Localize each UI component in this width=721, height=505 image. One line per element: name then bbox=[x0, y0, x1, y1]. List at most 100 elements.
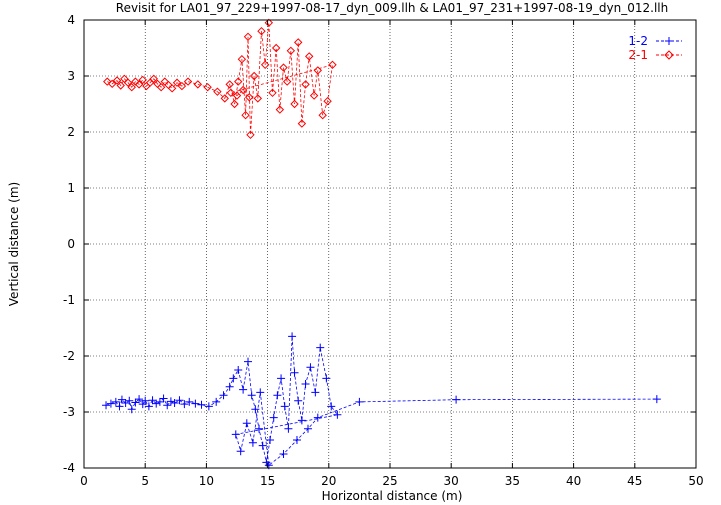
data-point bbox=[241, 110, 250, 120]
data-point bbox=[116, 81, 125, 90]
data-point bbox=[322, 374, 331, 383]
data-point bbox=[127, 82, 136, 92]
data-point bbox=[328, 60, 337, 70]
x-tick-label: 45 bbox=[627, 474, 642, 488]
data-point bbox=[301, 380, 310, 388]
series-line-1-2 bbox=[105, 336, 657, 466]
series-2-1 bbox=[103, 18, 337, 140]
data-point bbox=[316, 343, 325, 352]
data-point bbox=[117, 395, 126, 404]
data-point bbox=[294, 396, 303, 405]
data-point bbox=[141, 396, 150, 405]
y-tick-label: 4 bbox=[67, 13, 75, 27]
x-tick-label: 5 bbox=[141, 474, 149, 488]
data-point bbox=[318, 110, 327, 120]
data-point bbox=[225, 80, 234, 89]
data-point bbox=[279, 63, 288, 72]
data-point bbox=[277, 374, 286, 383]
legend-label-1-2: 1-2 bbox=[628, 34, 648, 48]
x-tick-label: 20 bbox=[321, 474, 336, 488]
data-point bbox=[144, 402, 153, 411]
y-tick-label: 2 bbox=[67, 125, 75, 139]
data-point bbox=[280, 402, 289, 411]
data-point bbox=[149, 74, 158, 84]
data-point bbox=[232, 91, 242, 100]
data-point bbox=[355, 397, 364, 406]
legend-marker-2-1 bbox=[664, 50, 674, 60]
series-1-2 bbox=[102, 332, 661, 470]
data-point bbox=[236, 447, 245, 456]
data-point bbox=[234, 77, 243, 86]
tick-labels: 0 5 10 15 20 25 30 35 40 45 50 -4 -3 -2 -1 0 1 2 3 4 bbox=[63, 13, 704, 488]
data-point bbox=[297, 119, 307, 128]
data-point bbox=[102, 401, 111, 410]
data-point bbox=[244, 357, 253, 366]
data-point bbox=[135, 395, 144, 404]
y-tick-label: -4 bbox=[63, 461, 75, 475]
data-point bbox=[166, 397, 175, 406]
data-point bbox=[177, 81, 187, 91]
data-point bbox=[279, 450, 288, 458]
legend-marker-1-2 bbox=[665, 37, 673, 45]
x-tick-label: 35 bbox=[505, 474, 520, 488]
grid bbox=[84, 20, 696, 468]
data-point bbox=[226, 88, 236, 98]
data-point bbox=[246, 130, 255, 140]
data-point bbox=[193, 80, 203, 89]
data-point bbox=[269, 413, 278, 422]
y-tick-label: -1 bbox=[63, 293, 75, 307]
data-point bbox=[106, 399, 115, 408]
data-point bbox=[220, 94, 229, 103]
data-point bbox=[249, 71, 259, 81]
data-point bbox=[229, 374, 238, 383]
data-point bbox=[127, 405, 136, 414]
data-point bbox=[245, 93, 254, 102]
data-point bbox=[284, 424, 293, 433]
data-point bbox=[134, 80, 144, 89]
data-point bbox=[115, 402, 124, 411]
data-point bbox=[257, 26, 266, 36]
data-point bbox=[266, 436, 275, 444]
data-point bbox=[242, 419, 251, 428]
data-point bbox=[156, 82, 166, 92]
data-point bbox=[204, 402, 213, 411]
data-point bbox=[293, 38, 303, 47]
data-point bbox=[191, 399, 200, 408]
data-point bbox=[231, 430, 240, 439]
data-point bbox=[155, 397, 164, 406]
y-axis-label: Vertical distance (m) bbox=[7, 182, 21, 306]
data-point bbox=[123, 78, 133, 87]
data-point bbox=[243, 32, 253, 42]
x-axis-label: Horizontal distance (m) bbox=[322, 489, 463, 503]
data-point bbox=[268, 88, 277, 98]
data-point bbox=[258, 441, 267, 450]
data-point bbox=[125, 396, 134, 405]
data-point bbox=[175, 396, 184, 405]
data-point bbox=[234, 366, 243, 374]
series-layer bbox=[102, 18, 661, 470]
data-point bbox=[260, 60, 270, 70]
data-point bbox=[297, 416, 306, 425]
data-point bbox=[183, 77, 193, 86]
data-point bbox=[327, 402, 336, 411]
data-point bbox=[103, 77, 112, 86]
data-point bbox=[255, 424, 264, 433]
data-point bbox=[185, 397, 194, 406]
y-tick-label: 1 bbox=[67, 181, 75, 195]
data-point bbox=[303, 424, 312, 433]
data-point bbox=[172, 78, 182, 87]
data-point bbox=[107, 79, 117, 89]
data-point bbox=[180, 400, 189, 409]
data-point bbox=[219, 391, 228, 400]
data-point bbox=[170, 399, 179, 408]
legend: 1-2 2-1 bbox=[628, 34, 682, 62]
data-point bbox=[148, 396, 157, 405]
data-point bbox=[306, 363, 315, 372]
data-point bbox=[652, 395, 661, 404]
data-point bbox=[112, 76, 122, 85]
data-point bbox=[452, 395, 461, 404]
data-point bbox=[290, 99, 299, 109]
data-point bbox=[256, 388, 265, 397]
data-point bbox=[323, 96, 332, 106]
